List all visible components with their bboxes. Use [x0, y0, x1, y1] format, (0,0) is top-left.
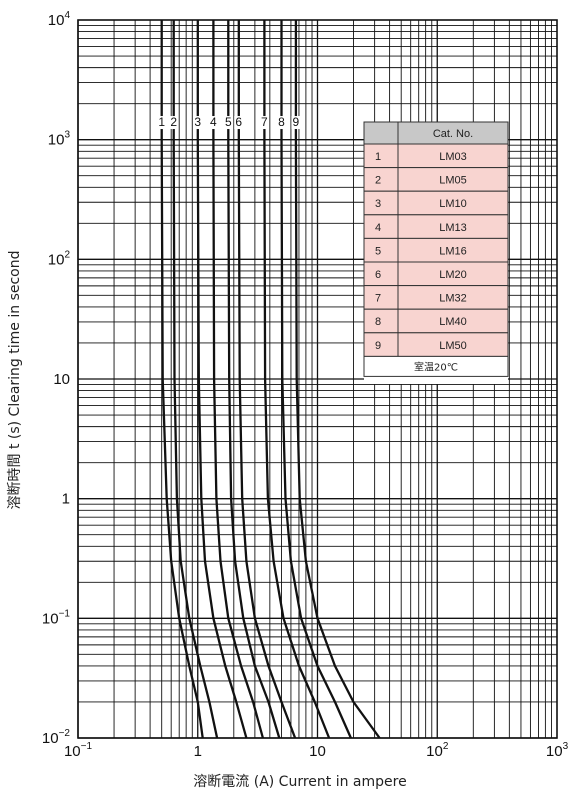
curve-label-bg	[223, 116, 233, 130]
grid-lines	[77, 19, 558, 739]
legend-note: 室温20℃	[414, 360, 458, 373]
curve-3	[196, 20, 248, 739]
legend-row	[363, 190, 509, 216]
y-tick-label: 102	[48, 249, 71, 268]
x-axis-title: 溶断電流 (A) Current in ampere	[193, 774, 406, 790]
legend-row-number: 6	[375, 269, 381, 281]
legend-row-cat-no: LM05	[439, 175, 467, 187]
curve-label-bg	[291, 116, 301, 130]
legend-row	[363, 167, 509, 192]
x-tick-label: 10	[309, 743, 326, 760]
y-tick-label: 104	[48, 10, 71, 29]
legend-row-cat-no: LM10	[439, 198, 467, 210]
curve-label-5: 5	[225, 115, 232, 129]
x-tick-label: 1	[194, 743, 202, 760]
legend-row	[363, 285, 509, 310]
x-tick-label: 10−1	[64, 741, 93, 760]
curve-7	[263, 20, 331, 739]
legend-row	[363, 143, 509, 169]
legend-row-cat-no: LM20	[439, 269, 467, 281]
legend-row-number: 9	[375, 340, 381, 352]
curve-label-9: 9	[293, 115, 300, 129]
legend-row-cat-no: LM32	[439, 293, 467, 305]
curve-label-3: 3	[194, 115, 201, 129]
x-tick-label: 103	[546, 741, 569, 760]
legend-row-number: 1	[375, 151, 381, 163]
legend-row-number: 4	[375, 222, 381, 234]
curve-4	[212, 20, 265, 739]
curve-label-4: 4	[210, 115, 217, 129]
curve-label-bg	[157, 116, 167, 130]
curve-label-bg	[276, 116, 286, 130]
y-tick-label: 103	[48, 130, 71, 149]
legend-row	[363, 214, 509, 239]
curve-9	[294, 20, 381, 739]
legend-row-number: 8	[375, 316, 381, 328]
y-tick-label: 10−1	[42, 608, 71, 627]
legend-row-cat-no: LM50	[439, 340, 467, 352]
legend-row-cat-no: LM13	[439, 222, 467, 234]
y-tick-label: 10−2	[42, 728, 71, 747]
x-tick-label: 102	[426, 741, 449, 760]
curve-1	[160, 20, 204, 739]
legend-row	[363, 332, 509, 357]
legend-note-cell	[363, 355, 509, 377]
curve-label-bg	[208, 116, 218, 130]
curve-label-1: 1	[158, 115, 165, 129]
legend-row-number: 3	[375, 198, 381, 210]
curve-label-bg	[193, 116, 203, 130]
legend-row-number: 5	[375, 245, 381, 257]
curve-6	[237, 20, 297, 739]
legend-row-cat-no: LM16	[439, 245, 467, 257]
curve-label-bg	[169, 116, 179, 130]
curve-8	[280, 20, 352, 739]
fuse-curves	[160, 20, 381, 739]
curve-label-bg	[259, 116, 269, 130]
curve-label-bg	[234, 116, 244, 130]
legend-row-cat-no: LM03	[439, 151, 467, 163]
curve-label-8: 8	[278, 115, 285, 129]
legend-table: Cat. No. 1 LM03 2 LM05 3 LM10 4 LM13 5 LM16 6 LM20 7 L…	[363, 121, 509, 384]
y-tick-label: 10	[53, 371, 70, 388]
legend-header-label: Cat. No.	[433, 128, 473, 140]
legend-row-number: 2	[375, 175, 381, 187]
curve-label-6: 6	[235, 115, 242, 129]
legend-row	[363, 308, 509, 334]
curve-label-2: 2	[170, 115, 177, 129]
legend-row	[363, 261, 509, 287]
legend-row-cat-no: LM40	[439, 316, 467, 328]
y-axis-title: 溶断時間 t (s) Clearing time in second	[7, 251, 23, 510]
curve-2	[172, 20, 219, 739]
legend-row-number: 7	[375, 293, 381, 305]
curve-label-7: 7	[261, 115, 268, 129]
legend-row	[363, 237, 509, 263]
plot-frame	[77, 19, 558, 739]
curve-5	[227, 20, 281, 739]
y-tick-label: 1	[62, 491, 70, 508]
